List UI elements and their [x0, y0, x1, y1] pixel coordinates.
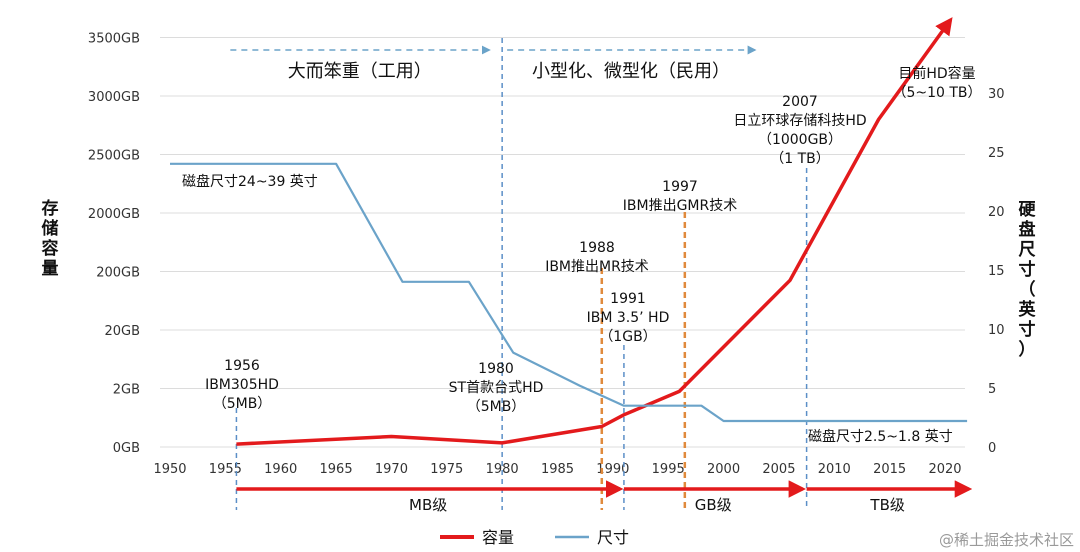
annotation-line: （1GB） — [599, 329, 656, 345]
annotation-line: （5MB） — [213, 396, 272, 412]
era-label: 大而笨重（工用） — [288, 61, 432, 82]
left-tick-label: 200GB — [96, 266, 140, 281]
x-tick-label: 1950 — [153, 462, 186, 477]
x-tick-label: 1955 — [209, 462, 242, 477]
annotation-line: （1 TB） — [770, 151, 830, 167]
annotation-line: 磁盘尺寸24~39 英寸 — [182, 173, 318, 190]
annotation-line: （5~10 TB） — [892, 85, 981, 101]
left-tick-label: 2GB — [113, 383, 140, 398]
annotation-line: IBM 3.5’ HD — [587, 310, 670, 326]
right-axis-label: 硬盘尺寸（英寸） — [1019, 200, 1037, 360]
annotation-line: IBM305HD — [205, 377, 279, 393]
x-tick-label: 2000 — [707, 462, 740, 477]
left-tick-label: 3500GB — [88, 32, 140, 47]
series-lines — [170, 17, 968, 446]
x-tick-label: 1995 — [652, 462, 685, 477]
left-tick-label: 2500GB — [88, 149, 140, 164]
right-tick-label: 5 — [988, 382, 996, 397]
right-tick-label: 20 — [988, 205, 1005, 220]
x-tick-label: 1975 — [430, 462, 463, 477]
era-arrows: 大而笨重（工用） 小型化、微型化（民用） — [230, 45, 757, 82]
watermark: @稀土掘金技术社区 — [939, 531, 1074, 549]
x-tick-label: 2020 — [928, 462, 961, 477]
band-label: GB级 — [695, 496, 732, 514]
x-tick-label: 2015 — [873, 462, 906, 477]
annotation-line: 1991 — [610, 291, 646, 307]
left-tick-label: 2000GB — [88, 207, 140, 222]
annotation-line: 日立环球存储科技HD — [733, 113, 866, 129]
band-label: TB级 — [869, 496, 904, 514]
annotation-line: （1000GB） — [758, 132, 842, 148]
x-tick-label: 2010 — [818, 462, 851, 477]
annotation-line: 磁盘尺寸2.5~1.8 英寸 — [808, 428, 953, 445]
band-label: MB级 — [409, 496, 447, 514]
annotation-line: ST首款台式HD — [449, 380, 544, 396]
right-tick-label: 15 — [988, 264, 1005, 279]
era-label: 小型化、微型化（民用） — [532, 61, 730, 82]
left-tick-label: 0GB — [113, 441, 140, 456]
annotation-line: 1956 — [224, 358, 260, 374]
right-tick-label: 10 — [988, 323, 1005, 338]
x-tick-label: 2005 — [762, 462, 795, 477]
right-axis-ticks: 0 5 10 15 20 25 30 — [988, 87, 1005, 456]
annotation-line: 1988 — [579, 240, 615, 256]
left-axis-label: 存储容量 — [42, 198, 59, 279]
legend-label: 容量 — [482, 528, 514, 547]
legend-label: 尺寸 — [597, 528, 629, 547]
axis-labels: 存储容量 硬盘尺寸（英寸） — [42, 198, 1037, 360]
x-tick-label: 1990 — [596, 462, 629, 477]
x-tick-label: 1970 — [375, 462, 408, 477]
left-tick-label: 3000GB — [88, 90, 140, 105]
x-tick-label: 1985 — [541, 462, 574, 477]
legend: 容量 尺寸 — [440, 528, 629, 547]
left-tick-label: 20GB — [104, 324, 140, 339]
capacity-line — [236, 17, 953, 446]
milestone-lines — [235, 38, 808, 510]
right-tick-label: 0 — [988, 441, 996, 456]
right-tick-label: 30 — [988, 87, 1005, 102]
size-line — [170, 162, 968, 423]
annotation-line: 1980 — [478, 361, 514, 377]
annotation-line: 1997 — [662, 179, 698, 195]
capacity-bands: MB级 GB级 TB级 — [236, 480, 973, 514]
left-axis-ticks: 0GB 2GB 20GB 200GB 2000GB 2500GB 3000GB 3500GB — [88, 32, 140, 457]
annotation-line: （5MB） — [467, 399, 526, 415]
x-tick-label: 1960 — [264, 462, 297, 477]
right-tick-label: 25 — [988, 146, 1005, 161]
x-axis-ticks: 1950 1955 1960 1965 1970 1975 1980 1985 1990 1995… — [153, 462, 961, 477]
annotation-line: IBM推出GMR技术 — [623, 198, 737, 214]
annotation-line: IBM推出MR技术 — [545, 259, 649, 275]
annotations: 1956 IBM305HD （5MB） 1980 ST首款台式HD （5MB） 1988 IB… — [182, 65, 982, 445]
gridlines — [160, 37, 965, 448]
x-tick-label: 1965 — [320, 462, 353, 477]
annotation-line: 2007 — [782, 94, 818, 110]
annotation-line: 目前HD容量 — [898, 65, 975, 82]
x-tick-label: 1980 — [486, 462, 519, 477]
